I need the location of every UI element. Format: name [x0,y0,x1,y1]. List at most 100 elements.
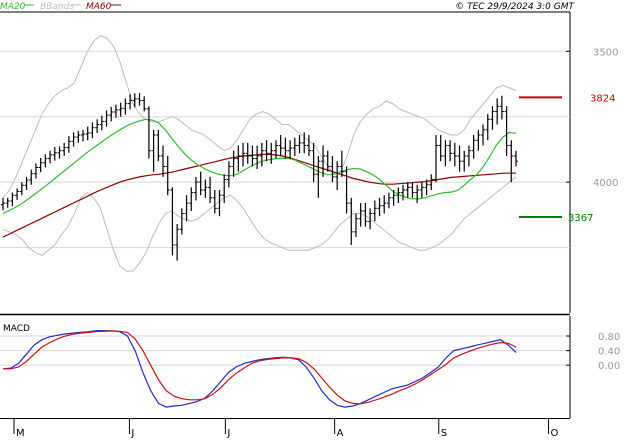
main-ytick-label: 3500 [593,47,618,58]
ohlc-bar [128,94,133,110]
price-level-label: 3367 [568,213,593,224]
ohlc-bar [344,166,349,214]
ohlc-bar [466,145,471,167]
ohlc-bar [255,145,260,170]
ohlc-bar [250,145,255,167]
ohlc-bar [236,145,241,172]
ohlc-bar [330,155,335,183]
ohlc-bar [104,110,109,127]
ohlc-bar [33,163,38,179]
ohlc-bar [165,155,170,196]
ohlc-bar [99,115,104,131]
ohlc-bar [38,158,43,173]
ohlc-bar [377,197,382,217]
ohlc-bar [509,140,514,183]
ohlc-bar [419,182,424,198]
ohlc-bar [316,155,321,198]
ohlc-bar [146,106,151,159]
bb-upper-line [2,35,517,199]
ohlc-bar [90,122,95,139]
price-bars [1,93,518,261]
ohlc-bar [476,129,481,151]
ohlc-bar [485,114,490,141]
ohlc-bar [81,129,86,142]
ohlc-bar [452,142,457,167]
ohlc-bar [429,174,434,190]
ohlc-bar [391,189,396,206]
ohlc-bar [222,174,227,204]
ohlc-bar [481,124,486,146]
ohlc-bar [415,184,420,204]
ohlc-bar [208,176,213,204]
ohlc-bar [495,98,500,125]
ohlc-bar [443,140,448,167]
ohlc-bar [5,197,10,208]
main-gridlines [0,50,570,249]
price-level-label: 3824 [590,93,615,104]
ohlc-bar [193,176,198,201]
ohlc-bar [179,208,184,235]
ohlc-bar [62,142,67,156]
ohlc-bar [231,150,236,177]
ohlc-bar [438,135,443,162]
ohlc-bar [118,102,123,117]
ohlc-bar [288,140,293,159]
ohlc-bar [241,142,246,167]
legend-bbands-label: BBands [40,2,74,12]
ohlc-bar [259,142,264,167]
ohlc-bar [48,150,53,164]
macd-signal-line [3,330,517,405]
ohlc-bar [457,145,462,172]
ohlc-bar [142,96,147,112]
ohlc-bar [245,142,250,164]
ohlc-bar [198,171,203,196]
main-ytick-label: 4000 [593,178,618,189]
ohlc-bar [151,129,156,172]
ohlc-bar [273,140,278,159]
macd-panel-label: MACD [3,324,30,334]
ohlc-bar [396,187,401,204]
ohlc-bar [462,150,467,172]
ohlc-bar [57,146,62,159]
ohlc-bar [283,137,288,159]
ohlc-bar [306,135,311,156]
ohlc-bar [217,189,222,217]
ohlc-bar [292,137,297,156]
ohlc-bar [335,161,340,190]
ohlc-bar [514,150,518,167]
legend-ma60-label: MA60 [86,2,112,12]
x-tick-label: O [551,428,559,439]
ma20-line [2,118,517,215]
bb-lower-line [2,176,517,272]
ohlc-bar [433,135,438,183]
ohlc-bar [71,132,76,147]
ohlc-bar [297,135,302,154]
x-tick-label: M [16,428,25,439]
x-tick-label: J [226,428,230,439]
ohlc-bar [504,106,509,156]
macd-line [2,330,517,408]
ohlc-bar [1,197,5,211]
ohlc-bar [15,188,20,200]
ohlc-bar [109,106,114,122]
ohlc-bar [29,169,34,185]
x-tick-label: A [337,428,344,439]
ohlc-bar [401,184,406,201]
ohlc-bar [137,93,142,106]
ohlc-bar [184,195,189,222]
price-levels: 3824 3367 [519,93,615,224]
macd-ytick-label: 0.80 [598,332,620,343]
macd-ytick-label: 0.00 [598,361,620,372]
ohlc-bar [43,154,48,168]
ohlc-bar [471,135,476,159]
copyright-text: © TEC 29/9/2024 3:0 GMT [455,2,575,12]
ohlc-bar [226,161,231,188]
ohlc-bar [499,95,504,120]
ohlc-bar [448,140,453,162]
ohlc-bar [424,179,429,196]
ohlc-bar [405,182,410,198]
ohlc-bar [410,182,415,198]
bollinger-bands [2,35,517,272]
ohlc-bar [372,200,377,222]
